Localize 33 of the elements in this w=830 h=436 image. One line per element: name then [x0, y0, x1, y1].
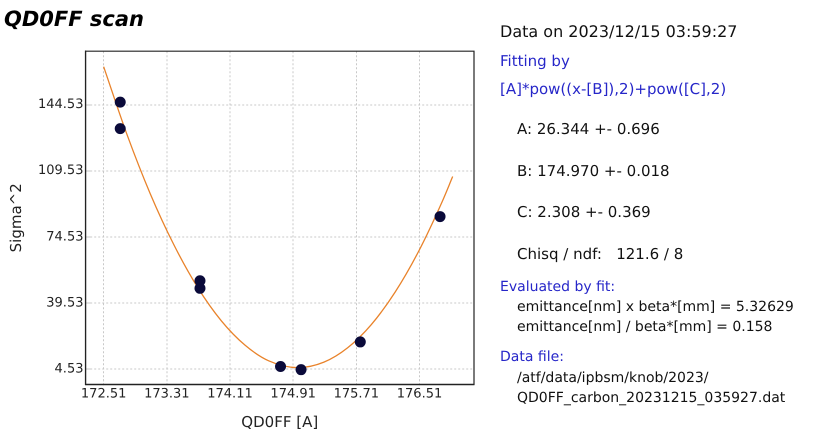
- text: Chisq / ndf: 121.6 / 8: [517, 245, 684, 263]
- x-tick-label: 176.51: [396, 386, 442, 402]
- text: emittance[nm] / beta*[mm] = 0.158: [517, 319, 772, 335]
- point: [275, 360, 286, 372]
- point: [114, 96, 126, 108]
- text: emittance[nm] x beta*[mm] = 5.32629: [517, 299, 794, 315]
- text: B: 174.970 +- 0.018: [517, 162, 670, 180]
- text: Fitting by: [500, 52, 570, 70]
- text: QD0FF_carbon_20231215_035927.dat: [517, 390, 786, 406]
- x-tick-label: 174.91: [270, 386, 316, 402]
- x-tick-label: 174.11: [207, 386, 253, 402]
- text: [A]*pow((x-[B]),2)+pow([C],2): [500, 80, 726, 98]
- chart-title: QD0FF scan: [4, 7, 144, 32]
- point: [296, 364, 307, 376]
- y-tick-label: 109.53: [38, 163, 84, 178]
- x-tick-label: 175.71: [334, 386, 380, 402]
- text: Data on 2023/12/15 03:59:27: [500, 22, 738, 41]
- y-tick-label: 74.53: [46, 229, 84, 244]
- text: C: 2.308 +- 0.369: [517, 203, 651, 221]
- x-axis-title: QD0FF [A]: [241, 412, 318, 431]
- text: /atf/data/ipbsm/knob/2023/: [517, 370, 708, 386]
- x-tick-label: 172.51: [80, 386, 126, 402]
- text: Data file:: [500, 349, 564, 365]
- text: Evaluated by fit:: [500, 279, 616, 295]
- y-tick-label: 4.53: [54, 361, 84, 376]
- text: A: 26.344 +- 0.696: [517, 120, 660, 138]
- x-tick-label: 173.31: [144, 386, 190, 402]
- y-tick-label: 39.53: [46, 295, 84, 310]
- point: [114, 123, 126, 134]
- y-axis-title: Sigma^2: [6, 183, 25, 252]
- y-tick-label: 144.53: [38, 97, 84, 112]
- point: [354, 336, 366, 348]
- point: [434, 211, 446, 222]
